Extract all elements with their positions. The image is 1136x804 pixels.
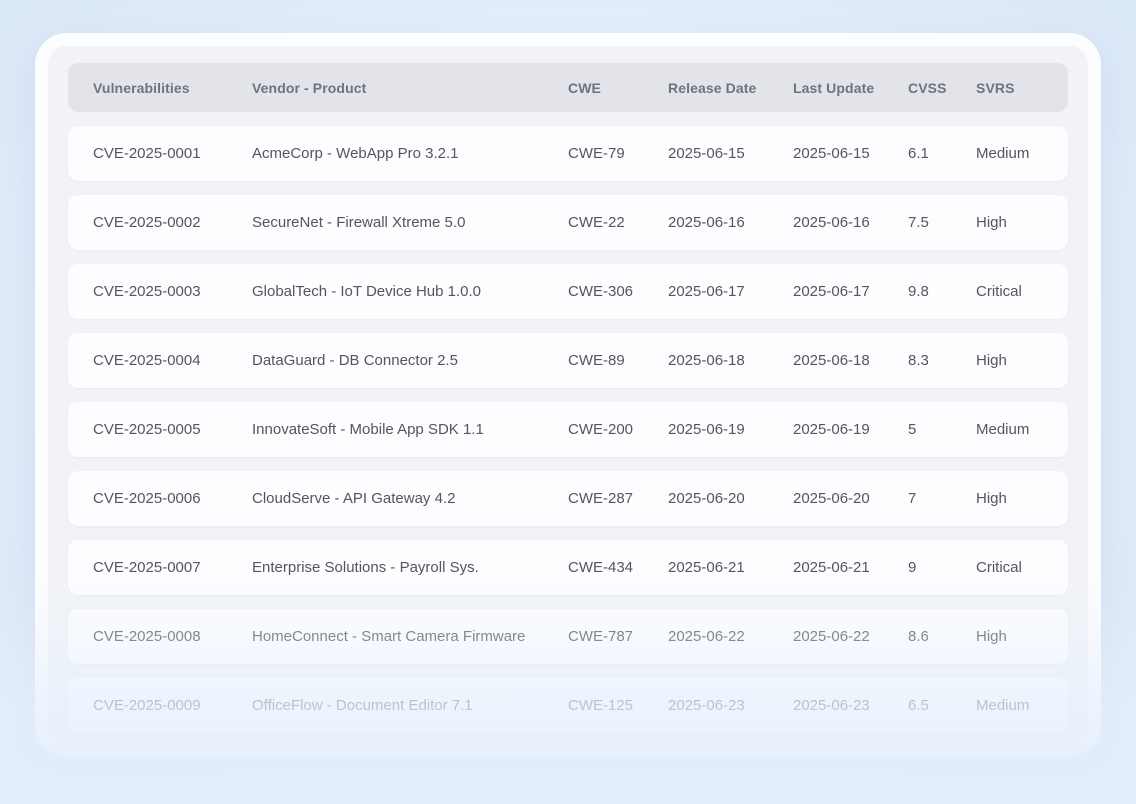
cvss-score: 9 — [908, 559, 917, 576]
vendor-product: InnovateSoft - Mobile App SDK 1.1 — [252, 421, 484, 438]
cwe-id: CWE-434 — [568, 559, 634, 576]
last-update: 2025-06-21 — [793, 559, 870, 576]
last-update: 2025-06-20 — [793, 490, 870, 507]
cwe-id: CWE-287 — [568, 490, 634, 507]
cwe-id: CWE-787 — [568, 628, 634, 645]
release-date: 2025-06-19 — [668, 421, 745, 438]
cwe-id: CWE-22 — [568, 214, 625, 231]
vendor-product: CloudServe - API Gateway 4.2 — [252, 490, 456, 507]
column-header-last-update: Last Update — [793, 79, 875, 96]
table-container: Vulnerabilities Vendor - Product CWE Rel… — [48, 46, 1088, 733]
cwe-id: CWE-306 — [568, 283, 634, 300]
last-update: 2025-06-19 — [793, 421, 870, 438]
table-row[interactable]: CVE-2025-0008 HomeConnect - Smart Camera… — [68, 609, 1068, 664]
cvss-score: 5 — [908, 421, 917, 438]
svrs-severity: Medium — [976, 145, 1030, 162]
vendor-product: AcmeCorp - WebApp Pro 3.2.1 — [252, 145, 459, 162]
cve-id: CVE-2025-0004 — [93, 352, 201, 369]
vendor-product: GlobalTech - IoT Device Hub 1.0.0 — [252, 283, 482, 300]
vulnerability-table-card: Vulnerabilities Vendor - Product CWE Rel… — [35, 33, 1101, 757]
cvss-score: 8.3 — [908, 352, 929, 369]
table-row[interactable]: CVE-2025-0005 InnovateSoft - Mobile App … — [68, 402, 1068, 457]
table-row[interactable]: CVE-2025-0004 DataGuard - DB Connector 2… — [68, 333, 1068, 388]
cve-id: CVE-2025-0001 — [93, 145, 201, 162]
cwe-id: CWE-200 — [568, 421, 634, 438]
release-date: 2025-06-20 — [668, 490, 745, 507]
svrs-severity: High — [976, 352, 1007, 369]
column-header-cvss: CVSS — [908, 79, 947, 96]
vendor-product: DataGuard - DB Connector 2.5 — [252, 352, 458, 369]
cve-id: CVE-2025-0003 — [93, 283, 201, 300]
cvss-score: 8.6 — [908, 628, 929, 645]
cve-id: CVE-2025-0009 — [93, 697, 201, 714]
column-header-vulnerabilities: Vulnerabilities — [93, 79, 190, 96]
table-row[interactable]: CVE-2025-0002 SecureNet - Firewall Xtrem… — [68, 195, 1068, 250]
release-date: 2025-06-16 — [668, 214, 745, 231]
cwe-id: CWE-89 — [568, 352, 625, 369]
table-header-row: Vulnerabilities Vendor - Product CWE Rel… — [68, 63, 1068, 112]
cvss-score: 7.5 — [908, 214, 929, 231]
last-update: 2025-06-16 — [793, 214, 870, 231]
vendor-product: Enterprise Solutions - Payroll Sys. — [252, 559, 479, 576]
cve-id: CVE-2025-0002 — [93, 214, 201, 231]
vendor-product: OfficeFlow - Document Editor 7.1 — [252, 697, 473, 714]
cvss-score: 6.1 — [908, 145, 929, 162]
column-header-release-date: Release Date — [668, 79, 757, 96]
last-update: 2025-06-18 — [793, 352, 870, 369]
column-header-cwe: CWE — [568, 79, 601, 96]
cwe-id: CWE-125 — [568, 697, 634, 714]
svrs-severity: High — [976, 490, 1007, 507]
release-date: 2025-06-15 — [668, 145, 745, 162]
svrs-severity: Medium — [976, 421, 1030, 438]
last-update: 2025-06-23 — [793, 697, 870, 714]
last-update: 2025-06-15 — [793, 145, 870, 162]
cve-id: CVE-2025-0007 — [93, 559, 201, 576]
svrs-severity: Medium — [976, 697, 1030, 714]
svrs-severity: High — [976, 214, 1007, 231]
svrs-severity: Critical — [976, 559, 1022, 576]
release-date: 2025-06-17 — [668, 283, 745, 300]
cve-id: CVE-2025-0005 — [93, 421, 201, 438]
cve-id: CVE-2025-0006 — [93, 490, 201, 507]
table-row[interactable]: CVE-2025-0007 Enterprise Solutions - Pay… — [68, 540, 1068, 595]
release-date: 2025-06-18 — [668, 352, 745, 369]
table-row[interactable]: CVE-2025-0003 GlobalTech - IoT Device Hu… — [68, 264, 1068, 319]
cvss-score: 6.5 — [908, 697, 929, 714]
release-date: 2025-06-22 — [668, 628, 745, 645]
last-update: 2025-06-22 — [793, 628, 870, 645]
release-date: 2025-06-21 — [668, 559, 745, 576]
table-row[interactable]: CVE-2025-0001 AcmeCorp - WebApp Pro 3.2.… — [68, 126, 1068, 181]
column-header-svrs: SVRS — [976, 79, 1015, 96]
vendor-product: SecureNet - Firewall Xtreme 5.0 — [252, 214, 466, 231]
cwe-id: CWE-79 — [568, 145, 625, 162]
svrs-severity: High — [976, 628, 1007, 645]
column-header-vendor-product: Vendor - Product — [252, 79, 367, 96]
cve-id: CVE-2025-0008 — [93, 628, 201, 645]
cvss-score: 9.8 — [908, 283, 929, 300]
svrs-severity: Critical — [976, 283, 1022, 300]
table-row[interactable]: CVE-2025-0006 CloudServe - API Gateway 4… — [68, 471, 1068, 526]
vendor-product: HomeConnect - Smart Camera Firmware — [252, 628, 526, 645]
cvss-score: 7 — [908, 490, 917, 507]
last-update: 2025-06-17 — [793, 283, 870, 300]
table-row[interactable]: CVE-2025-0009 OfficeFlow - Document Edit… — [68, 678, 1068, 733]
release-date: 2025-06-23 — [668, 697, 745, 714]
